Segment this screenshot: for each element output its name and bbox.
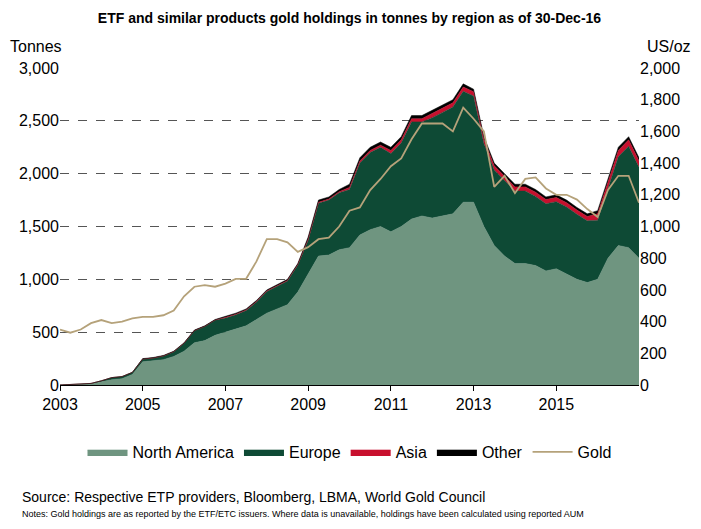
svg-text:Notes: Gold holdings are as re: Notes: Gold holdings are as reported by … xyxy=(22,509,584,519)
svg-text:Gold: Gold xyxy=(578,444,612,461)
svg-text:2013: 2013 xyxy=(456,396,492,413)
svg-text:1,800: 1,800 xyxy=(640,91,680,108)
svg-text:400: 400 xyxy=(640,313,667,330)
svg-text:2009: 2009 xyxy=(290,396,326,413)
svg-text:Tonnes: Tonnes xyxy=(10,38,62,55)
svg-text:1,600: 1,600 xyxy=(640,123,680,140)
svg-text:2,000: 2,000 xyxy=(19,165,59,182)
svg-text:0: 0 xyxy=(50,377,59,394)
svg-text:2005: 2005 xyxy=(125,396,161,413)
svg-text:ETF and similar products gold: ETF and similar products gold holdings i… xyxy=(98,10,602,26)
svg-text:Source: Respective ETP provide: Source: Respective ETP providers, Bloomb… xyxy=(22,489,485,505)
svg-text:1,000: 1,000 xyxy=(640,218,680,235)
svg-text:1,000: 1,000 xyxy=(19,271,59,288)
svg-text:2,500: 2,500 xyxy=(19,112,59,129)
svg-text:800: 800 xyxy=(640,250,667,267)
svg-text:1,200: 1,200 xyxy=(640,186,680,203)
svg-text:Other: Other xyxy=(482,444,523,461)
svg-text:200: 200 xyxy=(640,345,667,362)
svg-text:3,000: 3,000 xyxy=(19,60,59,77)
svg-text:2015: 2015 xyxy=(538,396,574,413)
svg-text:1,400: 1,400 xyxy=(640,155,680,172)
svg-text:US/oz: US/oz xyxy=(647,38,691,55)
svg-text:0: 0 xyxy=(640,377,649,394)
svg-text:2003: 2003 xyxy=(42,396,78,413)
svg-text:2011: 2011 xyxy=(374,396,409,413)
svg-text:500: 500 xyxy=(32,324,59,341)
svg-text:North America: North America xyxy=(133,444,234,461)
svg-text:600: 600 xyxy=(640,282,667,299)
svg-text:2,000: 2,000 xyxy=(640,60,680,77)
svg-text:1,500: 1,500 xyxy=(19,218,59,235)
svg-text:Asia: Asia xyxy=(396,444,427,461)
svg-text:Europe: Europe xyxy=(289,444,341,461)
svg-text:2007: 2007 xyxy=(208,396,244,413)
